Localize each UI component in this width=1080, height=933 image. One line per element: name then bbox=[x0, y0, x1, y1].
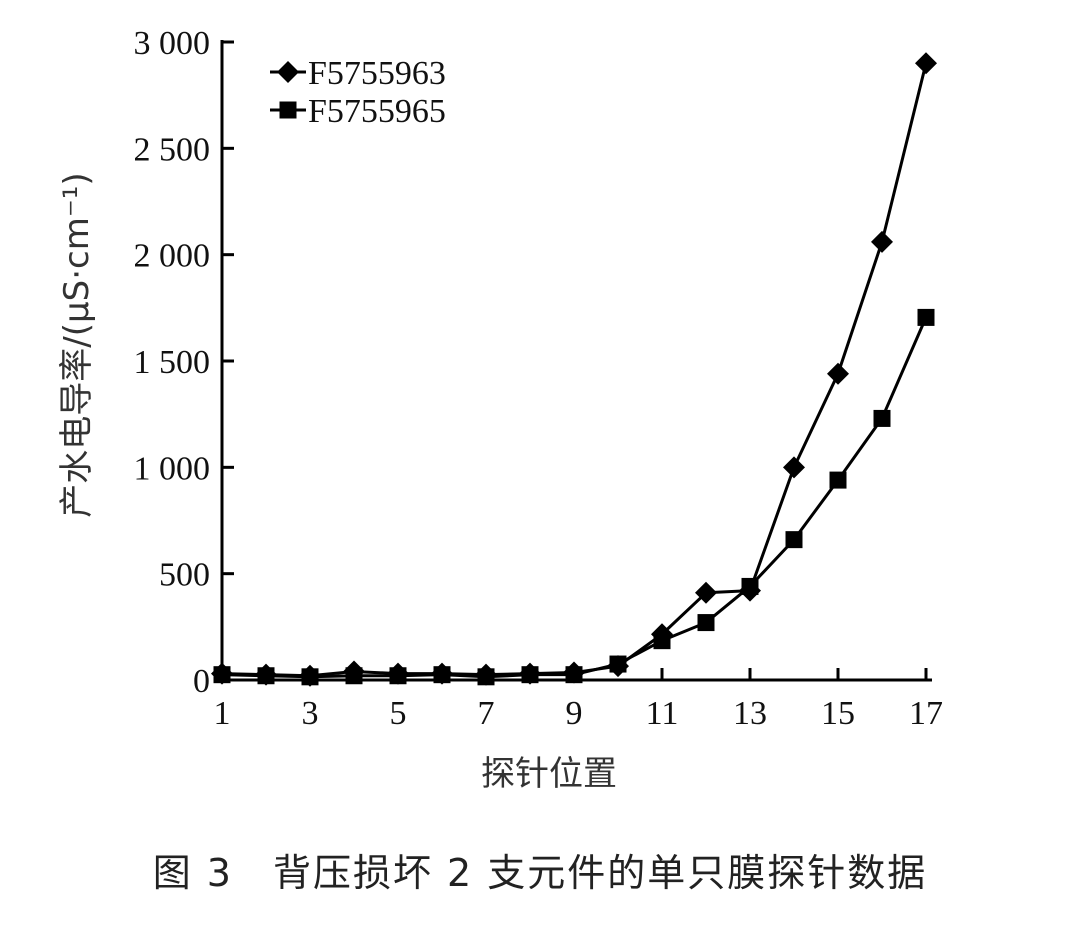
data-point bbox=[653, 632, 671, 650]
data-point bbox=[477, 668, 495, 686]
data-point bbox=[697, 614, 715, 632]
data-point bbox=[915, 52, 937, 75]
data-point bbox=[521, 666, 539, 684]
legend-label: F5755963 bbox=[308, 55, 446, 92]
figure-caption: 图 3 背压损坏 2 支元件的单只膜探针数据 bbox=[152, 851, 928, 895]
data-point bbox=[871, 230, 893, 253]
data-point bbox=[917, 308, 935, 326]
x-tick-label: 17 bbox=[909, 695, 943, 732]
series-line bbox=[221, 62, 928, 678]
x-tick-label: 9 bbox=[566, 695, 583, 732]
data-point bbox=[827, 362, 849, 385]
y-tick-label: 3 000 bbox=[134, 25, 211, 62]
data-point bbox=[785, 531, 803, 549]
data-point bbox=[257, 667, 275, 685]
y-tick-label: 0 bbox=[193, 663, 210, 700]
data-point bbox=[301, 668, 319, 686]
y-tick-label: 2 500 bbox=[134, 131, 211, 168]
x-tick-label: 3 bbox=[302, 695, 319, 732]
series-2 bbox=[213, 308, 935, 686]
series-layer bbox=[211, 52, 937, 687]
x-tick-label: 15 bbox=[821, 695, 855, 732]
x-axis-title: 探针位置 bbox=[481, 754, 617, 794]
x-tick-label: 13 bbox=[733, 695, 767, 732]
y-tick-label: 1 000 bbox=[134, 450, 211, 487]
legend-marker bbox=[279, 101, 297, 119]
legend-item: F5755963 bbox=[270, 55, 446, 92]
x-tick-label: 11 bbox=[646, 695, 679, 732]
series-line bbox=[221, 316, 928, 679]
y-tick-label: 1 500 bbox=[134, 344, 211, 381]
data-point bbox=[213, 666, 231, 684]
legend-marker bbox=[277, 61, 299, 83]
data-point bbox=[695, 581, 717, 604]
data-point bbox=[565, 666, 583, 684]
data-point bbox=[389, 667, 407, 685]
y-axis-title: 产水电导率/(μS·cm⁻¹) bbox=[57, 172, 97, 517]
data-point bbox=[433, 666, 451, 684]
data-point bbox=[609, 655, 627, 673]
legend-label: F5755965 bbox=[308, 93, 446, 130]
data-point bbox=[345, 667, 363, 685]
series-1 bbox=[211, 52, 937, 687]
x-tick-label: 5 bbox=[390, 695, 407, 732]
data-point bbox=[741, 577, 759, 595]
legend-item: F5755965 bbox=[270, 93, 446, 130]
y-tick-label: 500 bbox=[159, 557, 210, 594]
data-point bbox=[873, 409, 891, 427]
x-tick-label: 7 bbox=[478, 695, 495, 732]
x-tick-label: 1 bbox=[214, 695, 231, 732]
y-tick-label: 2 000 bbox=[134, 238, 211, 275]
data-point bbox=[783, 456, 805, 479]
data-point bbox=[829, 471, 847, 489]
